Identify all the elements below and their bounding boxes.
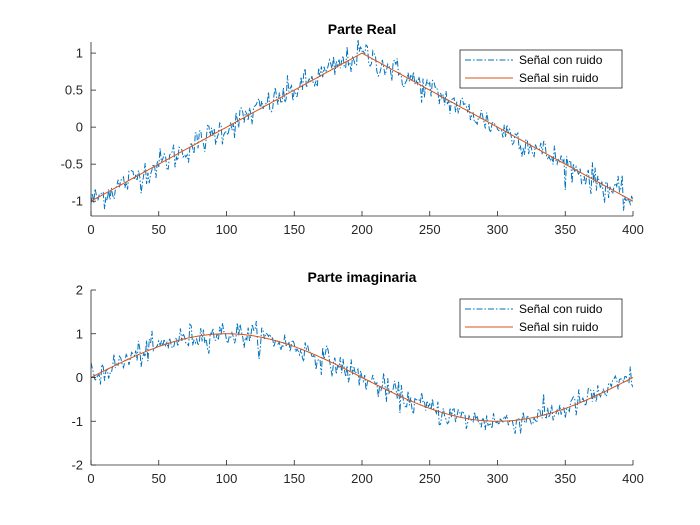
y-tick-label: 0	[76, 120, 83, 135]
x-tick-label: 0	[87, 222, 94, 237]
subplot-title: Parte imaginaria	[308, 269, 417, 285]
legend: Señal con ruido Señal sin ruido	[459, 298, 623, 338]
series-group	[91, 40, 633, 211]
x-tick-label: 100	[216, 471, 238, 486]
x-tick-label: 0	[87, 471, 94, 486]
x-tick-label: 250	[419, 222, 441, 237]
legend-box	[459, 49, 623, 89]
series-line-noisy	[91, 40, 633, 211]
x-tick-label: 50	[152, 222, 166, 237]
axis-ticks: 0 50 100 150 200 250 300 350 400 1 0.5 0 -0.5 -1	[61, 42, 644, 237]
legend-label-clean: Señal sin ruido	[519, 320, 599, 334]
series-line-clean	[91, 333, 633, 422]
y-tick-label: 1	[76, 46, 83, 61]
legend-box	[459, 298, 623, 338]
x-tick-label: 200	[351, 222, 373, 237]
x-tick-label: 150	[283, 222, 305, 237]
legend: Señal con ruido Señal sin ruido	[459, 49, 623, 89]
axis-ticks: 0 50 100 150 200 250 300 350 400 2 1 0 -1 -2	[71, 283, 643, 487]
y-tick-label: -1	[71, 194, 83, 209]
subplot-real: Parte Real 0 50 100 150 200 250 300 350 40010.50…	[61, 21, 644, 237]
x-tick-label: 300	[487, 471, 509, 486]
x-tick-label: 50	[152, 471, 166, 486]
y-tick-label: 0.5	[65, 83, 83, 98]
series-line-clean	[91, 52, 633, 202]
y-tick-label: 0	[76, 370, 83, 385]
x-tick-label: 100	[216, 222, 238, 237]
y-tick-label: -2	[71, 458, 83, 473]
plot-area	[91, 40, 633, 211]
y-tick-label: 1	[76, 326, 83, 341]
x-tick-label: 200	[351, 471, 373, 486]
x-tick-label: 150	[283, 471, 305, 486]
y-tick-label: -0.5	[61, 157, 83, 172]
x-tick-label: 300	[487, 222, 509, 237]
series-group	[91, 320, 633, 434]
legend-label-clean: Señal sin ruido	[519, 71, 599, 85]
x-tick-label: 400	[622, 471, 644, 486]
y-tick-label: -1	[71, 414, 83, 429]
legend-label-noisy: Señal con ruido	[519, 53, 603, 67]
subplot-imag: Parte imaginaria 0 50 100 150 200 250 300 350 40…	[71, 269, 643, 486]
x-tick-label: 250	[419, 471, 441, 486]
plot-area	[91, 320, 633, 434]
x-tick-label: 350	[554, 222, 576, 237]
x-tick-label: 400	[622, 222, 644, 237]
y-tick-label: 2	[76, 283, 83, 298]
subplot-title: Parte Real	[328, 21, 396, 37]
legend-label-noisy: Señal con ruido	[519, 302, 603, 316]
x-tick-label: 350	[554, 471, 576, 486]
